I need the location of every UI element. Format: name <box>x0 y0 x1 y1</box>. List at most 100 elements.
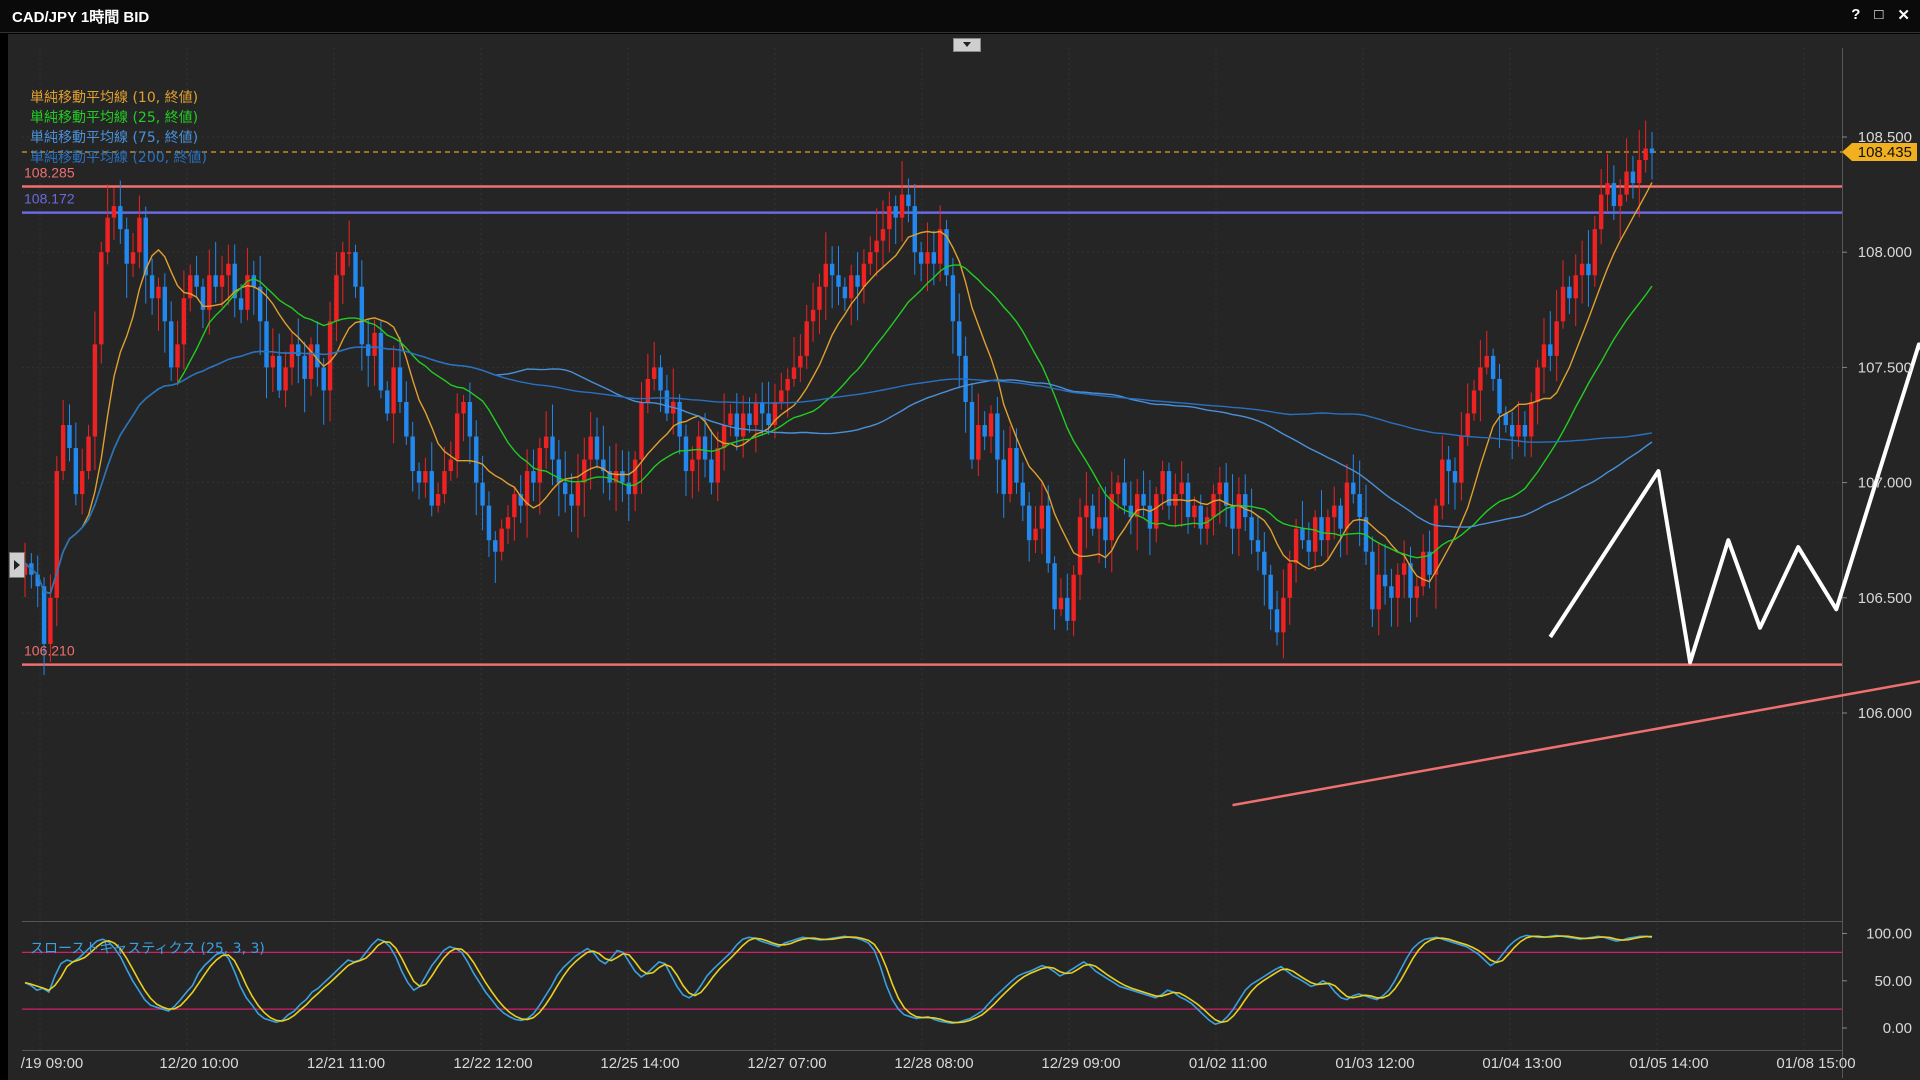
candle-body <box>524 471 530 506</box>
candle-body <box>1077 517 1083 575</box>
y-tick-label: 108.500 <box>1858 129 1912 146</box>
candle-body <box>1223 482 1229 506</box>
candle-body <box>54 471 59 598</box>
candle-body <box>67 425 72 449</box>
candle-body <box>1128 505 1134 518</box>
candle-body <box>918 252 924 264</box>
candle-body <box>251 275 257 287</box>
candle-body <box>543 436 549 449</box>
candle-body <box>353 252 358 287</box>
x-tick-label: 12/20 10:00 <box>159 1055 238 1072</box>
candle-body <box>1014 448 1019 483</box>
candle-body <box>639 401 644 460</box>
candle-body <box>73 448 79 495</box>
candle-body <box>1516 425 1521 437</box>
candle-body <box>950 275 956 322</box>
x-tick-label: 12/28 08:00 <box>894 1055 973 1072</box>
candle-body <box>1471 390 1477 414</box>
candle-body <box>1592 229 1598 276</box>
candle-body <box>340 252 345 276</box>
candle-body <box>1382 574 1388 587</box>
expand-side-panel-button[interactable] <box>9 552 25 578</box>
candle-body <box>181 298 187 345</box>
candle-body <box>60 425 66 472</box>
candle-body <box>1236 494 1242 529</box>
candle-body <box>1198 505 1203 529</box>
candle-body <box>264 321 269 368</box>
candle-body <box>238 298 244 310</box>
candle-body <box>562 482 568 495</box>
candle-body <box>111 206 117 218</box>
candle-body <box>728 413 733 425</box>
candle-body <box>588 436 593 460</box>
current-price-label: 108.435 <box>1858 144 1912 161</box>
candle-body <box>359 286 365 345</box>
candle-body <box>779 390 784 402</box>
candle-body <box>1573 275 1578 299</box>
candle-body <box>207 275 212 310</box>
level-line-label: 108.285 <box>24 165 75 181</box>
close-icon[interactable]: ✕ <box>1897 7 1910 24</box>
candle-body <box>454 413 460 460</box>
candle-body <box>721 425 727 449</box>
candle-body <box>1090 505 1095 529</box>
candle-body <box>175 344 180 368</box>
candle-body <box>474 436 479 483</box>
candle-body <box>334 275 339 322</box>
candle-body <box>1192 505 1197 518</box>
candle-body <box>156 286 161 299</box>
candle-body <box>1217 482 1223 495</box>
candle-body <box>1071 574 1076 621</box>
candle-body <box>245 275 250 310</box>
trendline <box>1232 680 1920 807</box>
candle-body <box>817 286 822 310</box>
candle-body <box>92 344 98 437</box>
candle-body <box>620 471 625 483</box>
candle-body <box>1637 160 1642 184</box>
price-axis-border <box>1842 48 1843 1078</box>
candle-body <box>1033 528 1038 541</box>
candle-body <box>556 459 562 483</box>
maximize-icon[interactable]: □ <box>1874 6 1884 23</box>
zigzag-line <box>1548 342 1920 665</box>
candle-body <box>137 217 142 253</box>
candle-body <box>1274 609 1280 633</box>
collapse-toolbar-button[interactable] <box>953 38 981 52</box>
candle-body <box>1452 471 1458 483</box>
candle-body <box>1389 586 1394 598</box>
candle-body <box>1395 574 1400 598</box>
y-tick-label: 106.000 <box>1858 705 1912 722</box>
candle-body <box>118 206 123 230</box>
help-icon[interactable]: ? <box>1851 6 1861 23</box>
candle-body <box>1548 344 1553 356</box>
candle-body <box>124 229 129 264</box>
candle-body <box>105 217 110 253</box>
moving-average-line <box>24 346 1653 595</box>
candle-body <box>1052 563 1057 610</box>
candle-body <box>486 505 492 541</box>
candle-body <box>448 459 454 472</box>
candle-body <box>391 367 396 414</box>
candle-body <box>1414 586 1420 598</box>
candle-body <box>1579 263 1585 276</box>
x-tick-label: 01/04 13:00 <box>1482 1055 1561 1072</box>
candle-body <box>893 206 898 218</box>
candle-body <box>1160 471 1165 495</box>
candle-body <box>296 344 301 356</box>
candle-body <box>995 413 1000 460</box>
candle-body <box>1020 482 1026 506</box>
stochastic-d-line <box>24 935 1652 1024</box>
candle-body <box>79 471 85 495</box>
y-tick-label: 106.500 <box>1858 590 1912 607</box>
candle-body <box>86 436 91 472</box>
candle-body <box>404 401 409 437</box>
candle-body <box>1554 321 1559 356</box>
candle-body <box>423 471 428 483</box>
candle-body <box>734 413 740 437</box>
candle-body <box>645 378 651 402</box>
candle-body <box>1211 494 1216 518</box>
candle-body <box>651 367 657 379</box>
candle-body <box>48 597 53 644</box>
candle-body <box>385 390 390 414</box>
